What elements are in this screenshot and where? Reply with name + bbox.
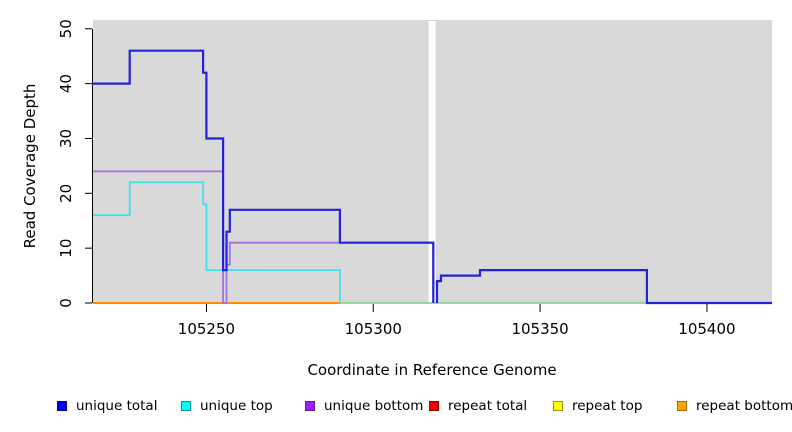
legend-item-repeat-total: repeat total	[429, 398, 527, 414]
legend-swatch-icon	[305, 401, 315, 411]
legend-label: unique top	[200, 398, 273, 414]
series-unique-top	[93, 181, 341, 303]
y-tick-label: 0	[57, 298, 75, 308]
y-tick-label: 10	[57, 239, 75, 258]
x-tick-label: 105350	[511, 320, 568, 338]
x-tick-label: 105300	[345, 320, 402, 338]
legend-item-unique-top: unique top	[181, 398, 273, 414]
legend-item-repeat-bottom: repeat bottom	[677, 398, 792, 414]
legend-label: unique total	[76, 398, 158, 414]
legend-swatch-icon	[677, 401, 687, 411]
legend-label: repeat bottom	[696, 398, 792, 414]
no-data-gap	[428, 21, 436, 302]
x-tick-label: 105250	[178, 320, 235, 338]
x-axis-title: Coordinate in Reference Genome	[307, 361, 557, 379]
series-unique-total	[93, 49, 435, 303]
legend-item-unique-bottom: unique bottom	[305, 398, 423, 414]
y-axis-title: Read Coverage Depth	[21, 83, 39, 249]
legend-item-repeat-top: repeat top	[553, 398, 642, 414]
legend-label: unique bottom	[324, 398, 424, 414]
plot-area: 0 10 20 30 40 50 105250 105300 105350 105400	[57, 19, 772, 338]
legend-item-unique-total: unique total	[57, 398, 157, 414]
y-tick-label: 20	[57, 184, 75, 203]
legend-label: repeat total	[448, 398, 528, 414]
x-tick-label: 105400	[678, 320, 735, 338]
legend: unique total unique top unique bottom repea…	[0, 398, 792, 416]
legend-swatch-icon	[429, 401, 439, 411]
y-tick-label: 30	[57, 129, 75, 148]
series-unique-total	[435, 269, 772, 305]
legend-swatch-icon	[181, 401, 191, 411]
legend-swatch-icon	[57, 401, 67, 411]
y-tick-label: 50	[57, 19, 75, 38]
legend-label: repeat top	[572, 398, 643, 414]
y-tick-label: 40	[57, 74, 75, 93]
legend-swatch-icon	[553, 401, 563, 411]
